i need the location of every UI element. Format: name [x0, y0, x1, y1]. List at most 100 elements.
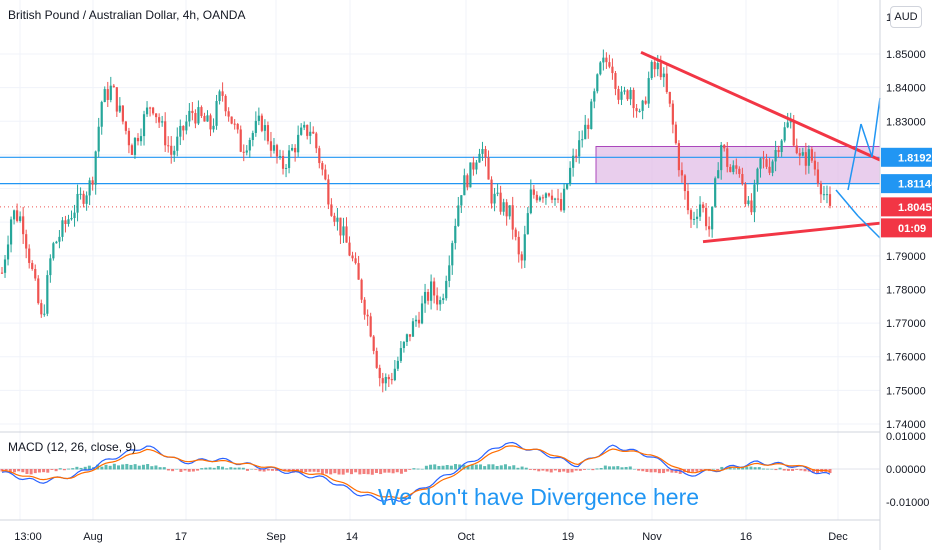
macd-histogram-bar	[578, 469, 582, 471]
lower-trendline[interactable]	[702, 221, 881, 244]
price-label-text: 1.81146	[898, 179, 932, 191]
candle-body	[306, 124, 309, 136]
macd-histogram-bar	[666, 469, 670, 472]
price-tick-label: 1.78000	[886, 284, 926, 296]
candle-body	[789, 121, 792, 123]
candle-body	[148, 107, 152, 109]
macd-histogram-bar	[187, 469, 191, 472]
macd-histogram-bar	[404, 469, 408, 472]
candle-body	[266, 125, 270, 142]
candle-body	[565, 184, 569, 189]
candle-body	[221, 91, 224, 96]
candle-body	[686, 191, 690, 211]
consolidation-zone[interactable]	[595, 145, 881, 184]
price-tick-label: 1.74000	[886, 419, 926, 431]
candle-body	[254, 120, 257, 133]
candle-body	[97, 126, 100, 152]
candle-body	[602, 57, 605, 63]
macd-histogram-bar	[628, 466, 632, 470]
price-label-text: 1.81929	[898, 152, 932, 164]
macd-histogram-bar	[233, 467, 237, 470]
candle-body	[300, 127, 303, 135]
price-label-badge	[881, 197, 932, 217]
price-axis[interactable]: 1.85000 1.84000 1.83000 1.79000 1.78000 1.770…	[886, 12, 926, 431]
candle-body	[420, 303, 424, 324]
time-tick-label: Oct	[457, 531, 474, 543]
macd-histogram-bar	[245, 469, 249, 471]
candle-body	[720, 144, 723, 171]
candle-body	[584, 124, 587, 140]
candle-body	[55, 241, 58, 244]
candle-body	[236, 124, 239, 130]
candle-body	[6, 244, 10, 260]
candle-body	[807, 149, 810, 166]
macd-histogram-bar	[607, 466, 611, 470]
macd-histogram-bar	[4, 469, 8, 471]
macd-histogram-bar	[599, 468, 603, 470]
candle-body	[747, 200, 750, 205]
candle-body	[112, 85, 115, 88]
candle-body	[330, 204, 333, 216]
price-label-badge	[881, 218, 932, 238]
candle-body	[136, 137, 140, 142]
candle-body	[544, 193, 548, 198]
candle-body	[608, 62, 611, 67]
candle-body	[804, 152, 807, 166]
candle-body	[484, 149, 487, 158]
macd-histogram-bar	[728, 466, 732, 470]
macd-histogram-bar	[662, 469, 666, 474]
macd-histogram-bar	[483, 466, 487, 470]
candle-body	[439, 300, 442, 305]
time-tick-label: 17	[175, 531, 187, 543]
candle-body	[345, 226, 348, 243]
macd-histogram-bar	[512, 465, 516, 470]
candle-body	[780, 140, 783, 153]
candle-body	[91, 180, 94, 185]
candle-body	[547, 193, 551, 196]
candle-body	[64, 220, 67, 224]
macd-histogram-bar	[612, 466, 616, 470]
candle-body	[572, 155, 575, 168]
macd-histogram-bar	[175, 468, 179, 470]
macd-histogram-bar	[803, 469, 807, 472]
macd-histogram-bar	[46, 469, 50, 473]
macd-histogram-bar	[687, 469, 691, 473]
macd-histogram-bar	[337, 469, 341, 475]
macd-histogram-bar	[462, 464, 466, 470]
candle-body	[369, 316, 372, 337]
candle-body	[0, 272, 4, 274]
macd-tick-label: -0.01000	[886, 497, 929, 509]
candle-body	[16, 210, 19, 221]
macd-histogram-bar	[761, 468, 765, 470]
candle-body	[783, 127, 786, 141]
macd-histogram-bar	[108, 465, 112, 470]
macd-histogram-bar	[17, 469, 21, 472]
macd-histogram-bar	[50, 469, 54, 470]
candle-body	[475, 162, 478, 170]
candle-body	[647, 78, 650, 104]
macd-histogram-bar	[341, 469, 345, 475]
currency-badge[interactable]: AUD	[890, 6, 922, 28]
candle-body	[541, 197, 545, 199]
macd-histogram-bar	[200, 468, 204, 470]
macd-histogram-bar	[121, 464, 125, 470]
macd-histogram-bar	[412, 468, 416, 470]
macd-histogram-bar	[524, 467, 528, 470]
price-tick-label: 1	[886, 12, 892, 24]
macd-histogram-bar	[221, 466, 225, 470]
time-axis[interactable]: 13:00 Aug 17 Sep 14 Oct 19 Nov 16 Dec	[14, 531, 848, 543]
candle-body	[614, 73, 617, 89]
candle-body	[399, 348, 402, 361]
projection-lines[interactable]	[835, 97, 881, 239]
macd-histogram-bar	[150, 466, 154, 470]
candle-body	[786, 122, 789, 128]
macd-histogram-bar	[100, 466, 104, 470]
macd-histogram-bar	[408, 469, 412, 470]
price-tick-label: 1.84000	[886, 83, 926, 95]
macd-axis[interactable]: 0.01000 0.00000 -0.01000	[886, 431, 929, 509]
macd-histogram-bar	[653, 469, 657, 473]
upper-trendline[interactable]	[640, 50, 881, 162]
candle-body	[741, 174, 744, 185]
candle-body	[100, 102, 103, 127]
